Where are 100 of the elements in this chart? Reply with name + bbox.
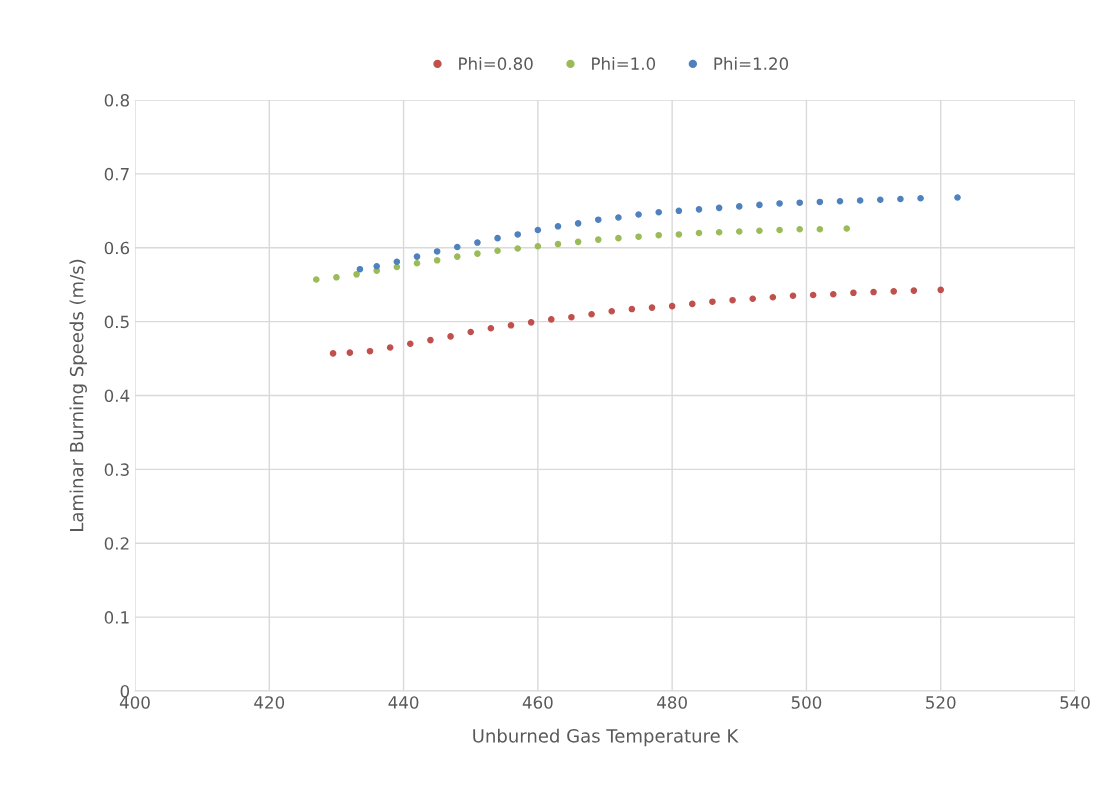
point <box>356 265 364 273</box>
point <box>487 324 495 332</box>
point <box>735 228 743 235</box>
point <box>527 319 535 326</box>
point <box>695 229 703 237</box>
point <box>675 231 683 238</box>
point <box>588 310 595 318</box>
point <box>776 200 783 207</box>
point <box>756 201 763 209</box>
x-tick-label: 500 <box>791 696 822 709</box>
point <box>715 204 723 212</box>
point <box>433 248 441 255</box>
point <box>809 291 817 299</box>
point <box>393 258 401 266</box>
point <box>856 197 864 204</box>
point <box>843 225 851 232</box>
point <box>917 194 924 202</box>
point <box>373 262 381 270</box>
point <box>648 304 656 311</box>
point <box>568 313 575 321</box>
point <box>406 340 414 348</box>
y-tick-label: 0 <box>120 684 130 698</box>
point <box>876 196 884 204</box>
y-tick-label: 0.5 <box>104 315 129 329</box>
point <box>796 199 804 206</box>
point <box>796 225 804 233</box>
point <box>547 316 555 323</box>
point <box>514 231 522 238</box>
point <box>655 208 663 216</box>
point <box>447 333 454 340</box>
point <box>789 292 797 300</box>
point <box>688 300 696 308</box>
point <box>897 195 904 203</box>
point <box>749 295 757 303</box>
point <box>675 207 683 215</box>
y-axis-title: Laminar Burning Speeds (m/s) <box>69 259 87 531</box>
point <box>353 271 360 278</box>
point <box>514 245 522 252</box>
point <box>534 242 542 250</box>
point <box>628 305 636 313</box>
point <box>346 349 354 356</box>
y-tick-label: 0.4 <box>104 389 130 403</box>
point <box>850 289 857 297</box>
point <box>329 350 337 357</box>
x-tick-label: 460 <box>522 696 553 709</box>
x-tick-label: 400 <box>119 696 150 709</box>
point <box>433 257 441 264</box>
point <box>910 287 918 294</box>
y-tick-label: 0.8 <box>104 93 129 107</box>
point <box>615 214 622 221</box>
point <box>729 296 736 304</box>
point <box>890 288 898 295</box>
point <box>608 307 616 315</box>
point <box>467 328 475 336</box>
point <box>474 250 481 257</box>
legend-label: Phi=1.0 <box>592 57 656 70</box>
point <box>735 203 743 210</box>
point <box>333 274 340 281</box>
x-tick-label: 440 <box>388 696 419 709</box>
x-tick-label: 480 <box>657 696 687 709</box>
point <box>635 211 642 218</box>
legend-label: Phi=1.20 <box>714 57 789 70</box>
point <box>870 288 877 296</box>
point <box>655 231 663 239</box>
point <box>816 198 824 206</box>
y-tick-label: 0.7 <box>104 167 129 181</box>
y-tick-label: 0.6 <box>104 241 130 255</box>
point <box>474 239 481 246</box>
point <box>635 233 642 240</box>
point <box>574 220 582 227</box>
point <box>709 298 716 305</box>
point <box>413 253 421 260</box>
y-tick-label: 0.1 <box>104 611 129 624</box>
x-tick-label: 520 <box>926 696 956 709</box>
point <box>776 226 783 234</box>
point <box>312 276 320 283</box>
point <box>829 290 837 298</box>
point <box>554 223 562 230</box>
y-tick-label: 0.2 <box>104 537 129 550</box>
point <box>534 226 542 234</box>
point <box>366 347 374 355</box>
point <box>453 243 461 251</box>
point <box>668 302 676 310</box>
legend-label: Phi=0.80 <box>459 57 533 70</box>
point <box>715 228 723 236</box>
point <box>574 238 582 246</box>
x-tick-label: 420 <box>254 696 285 709</box>
x-tick-label: 540 <box>1060 696 1090 709</box>
x-axis-title: Unburned Gas Temperature K <box>473 728 739 747</box>
point <box>413 259 421 267</box>
point <box>386 344 394 351</box>
point <box>954 194 961 201</box>
point <box>816 225 824 233</box>
point <box>554 240 562 248</box>
point <box>453 253 461 260</box>
y-tick-label: 0.3 <box>104 463 129 476</box>
point <box>769 293 777 301</box>
point <box>594 216 602 223</box>
point <box>937 286 945 294</box>
point <box>756 227 763 235</box>
